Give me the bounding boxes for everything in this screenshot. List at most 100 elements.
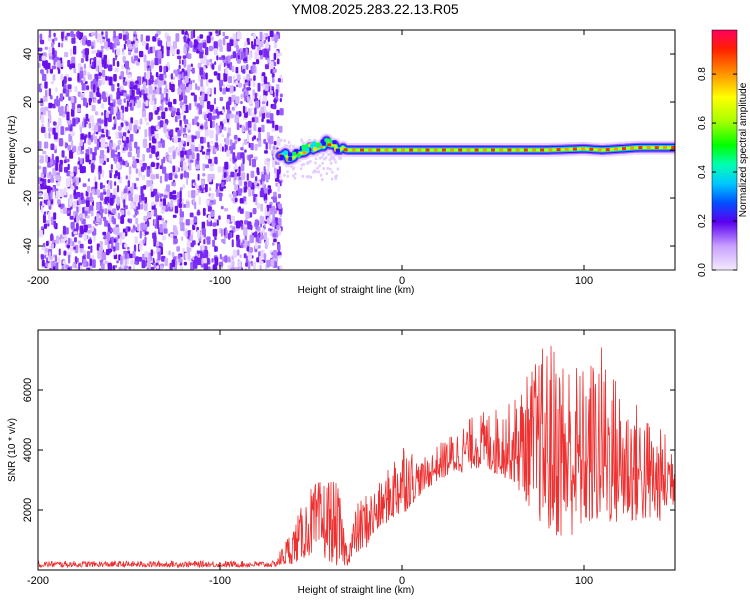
spectrogram-noise-cell	[254, 219, 259, 227]
spectrogram-noise-cell	[172, 214, 177, 218]
spectrogram-noise-cell	[246, 173, 249, 181]
spectrogram-noise-cell	[197, 62, 202, 69]
spectrogram-noise-cell	[79, 217, 84, 221]
spectrogram-noise-cell	[171, 83, 175, 93]
spectrogram-noise-cell	[209, 202, 213, 206]
spectrogram-noise-cell	[266, 50, 270, 58]
spectrogram-noise-cell	[117, 98, 122, 105]
spectrogram-noise-cell	[179, 119, 182, 127]
spectrogram-noise-cell	[62, 260, 67, 265]
spectrogram-peak-cell	[409, 148, 414, 152]
spectrogram-noise-cell	[313, 169, 316, 173]
spectrogram-noise-cell	[271, 196, 275, 200]
spectrogram-noise-cell	[272, 145, 276, 150]
spectrogram-noise-cell	[51, 153, 54, 161]
spectrogram-noise-cell	[80, 265, 83, 270]
spectrogram-noise-cell	[199, 125, 204, 129]
spectrogram-noise-cell	[125, 31, 129, 35]
spectrogram-noise-cell	[60, 63, 63, 67]
spectrogram-noise-cell	[220, 205, 224, 210]
spectrogram-noise-cell	[98, 136, 102, 140]
spectrogram-noise-cell	[280, 138, 283, 142]
spectrogram-noise-cell	[230, 171, 235, 178]
colorbar-tick-label: 0.8	[697, 67, 708, 81]
spectrogram-noise-cell	[182, 127, 187, 133]
spectrogram-noise-cell	[108, 96, 111, 106]
spectrogram-noise-cell	[198, 96, 202, 101]
spectrogram-noise-cell	[243, 186, 247, 193]
spectrogram-noise-cell	[263, 138, 267, 145]
spectrogram-noise-cell	[67, 144, 71, 151]
spectrogram-peak-cell	[532, 148, 536, 152]
spectrogram-noise-cell	[173, 182, 176, 187]
spectrogram-noise-cell	[58, 117, 62, 127]
spectrogram-noise-cell	[74, 237, 77, 243]
spectrogram-noise-cell	[91, 32, 96, 36]
spectrogram-noise-cell	[185, 219, 191, 226]
spectrogram-noise-cell	[222, 119, 227, 124]
spectrogram-noise-cell	[97, 189, 100, 196]
spectrogram-noise-cell	[59, 93, 63, 102]
spectrogram-noise-cell	[38, 229, 43, 238]
spectrogram-noise-cell	[274, 124, 279, 131]
spectrogram-noise-cell	[61, 150, 65, 158]
spectrogram-noise-cell	[52, 168, 56, 176]
spectrogram-noise-cell	[76, 107, 81, 113]
spectrogram-noise-cell	[141, 40, 147, 46]
spectrogram-noise-cell	[214, 61, 217, 65]
spectrogram-noise-cell	[169, 82, 172, 91]
spectrogram-noise-cell	[223, 72, 228, 82]
spectrogram-noise-cell	[240, 51, 245, 60]
spectrogram-noise-cell	[167, 206, 171, 211]
spectrogram-noise-cell	[262, 33, 266, 41]
spectrogram-noise-cell	[327, 152, 330, 156]
spectrogram-noise-cell	[252, 208, 257, 215]
spectrogram-peak-cell	[417, 148, 422, 152]
spectrogram-noise-cell	[175, 111, 181, 116]
spectrogram-noise-cell	[259, 95, 262, 101]
spectrogram-noise-cell	[79, 158, 83, 165]
spectrogram-noise-cell	[58, 248, 61, 256]
spectrogram-noise-cell	[106, 189, 111, 197]
spectrogram-noise-cell	[129, 253, 134, 259]
spectrogram-noise-cell	[212, 145, 217, 155]
spectrogram-noise-cell	[184, 124, 187, 128]
spectrogram-noise-cell	[182, 248, 185, 253]
spectrogram-noise-cell	[212, 115, 216, 121]
spectrogram-noise-cell	[270, 90, 273, 95]
spectrogram-noise-cell	[120, 216, 125, 224]
spectrogram-noise-cell	[182, 55, 187, 59]
spectrogram-noise-cell	[224, 207, 229, 212]
spectrogram-noise-cell	[250, 142, 254, 151]
spectrogram-noise-cell	[140, 186, 144, 195]
spectrogram-noise-cell	[252, 89, 255, 96]
spectrogram-peak-cell	[450, 148, 455, 152]
spectrogram-noise-cell	[199, 51, 204, 59]
spectrogram-noise-cell	[257, 82, 261, 92]
spectrogram-noise-cell	[74, 86, 78, 92]
spectrogram-noise-cell	[176, 49, 180, 55]
spectrogram-noise-cell	[162, 156, 165, 164]
spectrogram-noise-cell	[242, 69, 246, 74]
spectrogram-noise-cell	[133, 96, 136, 102]
spectrogram-noise-cell	[189, 247, 192, 252]
snr-x-ticks: -200 -100 0 100	[27, 330, 593, 587]
spectrogram-noise-cell	[175, 166, 179, 172]
spectrogram-noise-cell	[234, 184, 239, 191]
spectrogram-noise-cell	[207, 206, 212, 212]
spectrogram-noise-cell	[231, 65, 235, 73]
spectrogram-peak-cell	[360, 148, 364, 152]
spectrogram-noise-cell	[147, 65, 150, 69]
spectrogram-peak-cell	[548, 148, 553, 152]
spectrogram-noise-cell	[141, 259, 146, 269]
spectrogram-noise-cell	[150, 249, 154, 257]
spectrogram-noise-cell	[154, 133, 159, 139]
spectrogram-noise-cell	[268, 135, 274, 145]
spectrogram-noise-cell	[129, 102, 132, 108]
spectrogram-noise-cell	[250, 107, 253, 117]
spectrogram-noise-cell	[335, 174, 338, 178]
spectrogram-noise-cell	[151, 145, 156, 154]
spectrogram-noise-cell	[127, 226, 131, 232]
spectrogram-noise-cell	[177, 88, 182, 95]
spectrogram-noise-cell	[276, 109, 280, 116]
